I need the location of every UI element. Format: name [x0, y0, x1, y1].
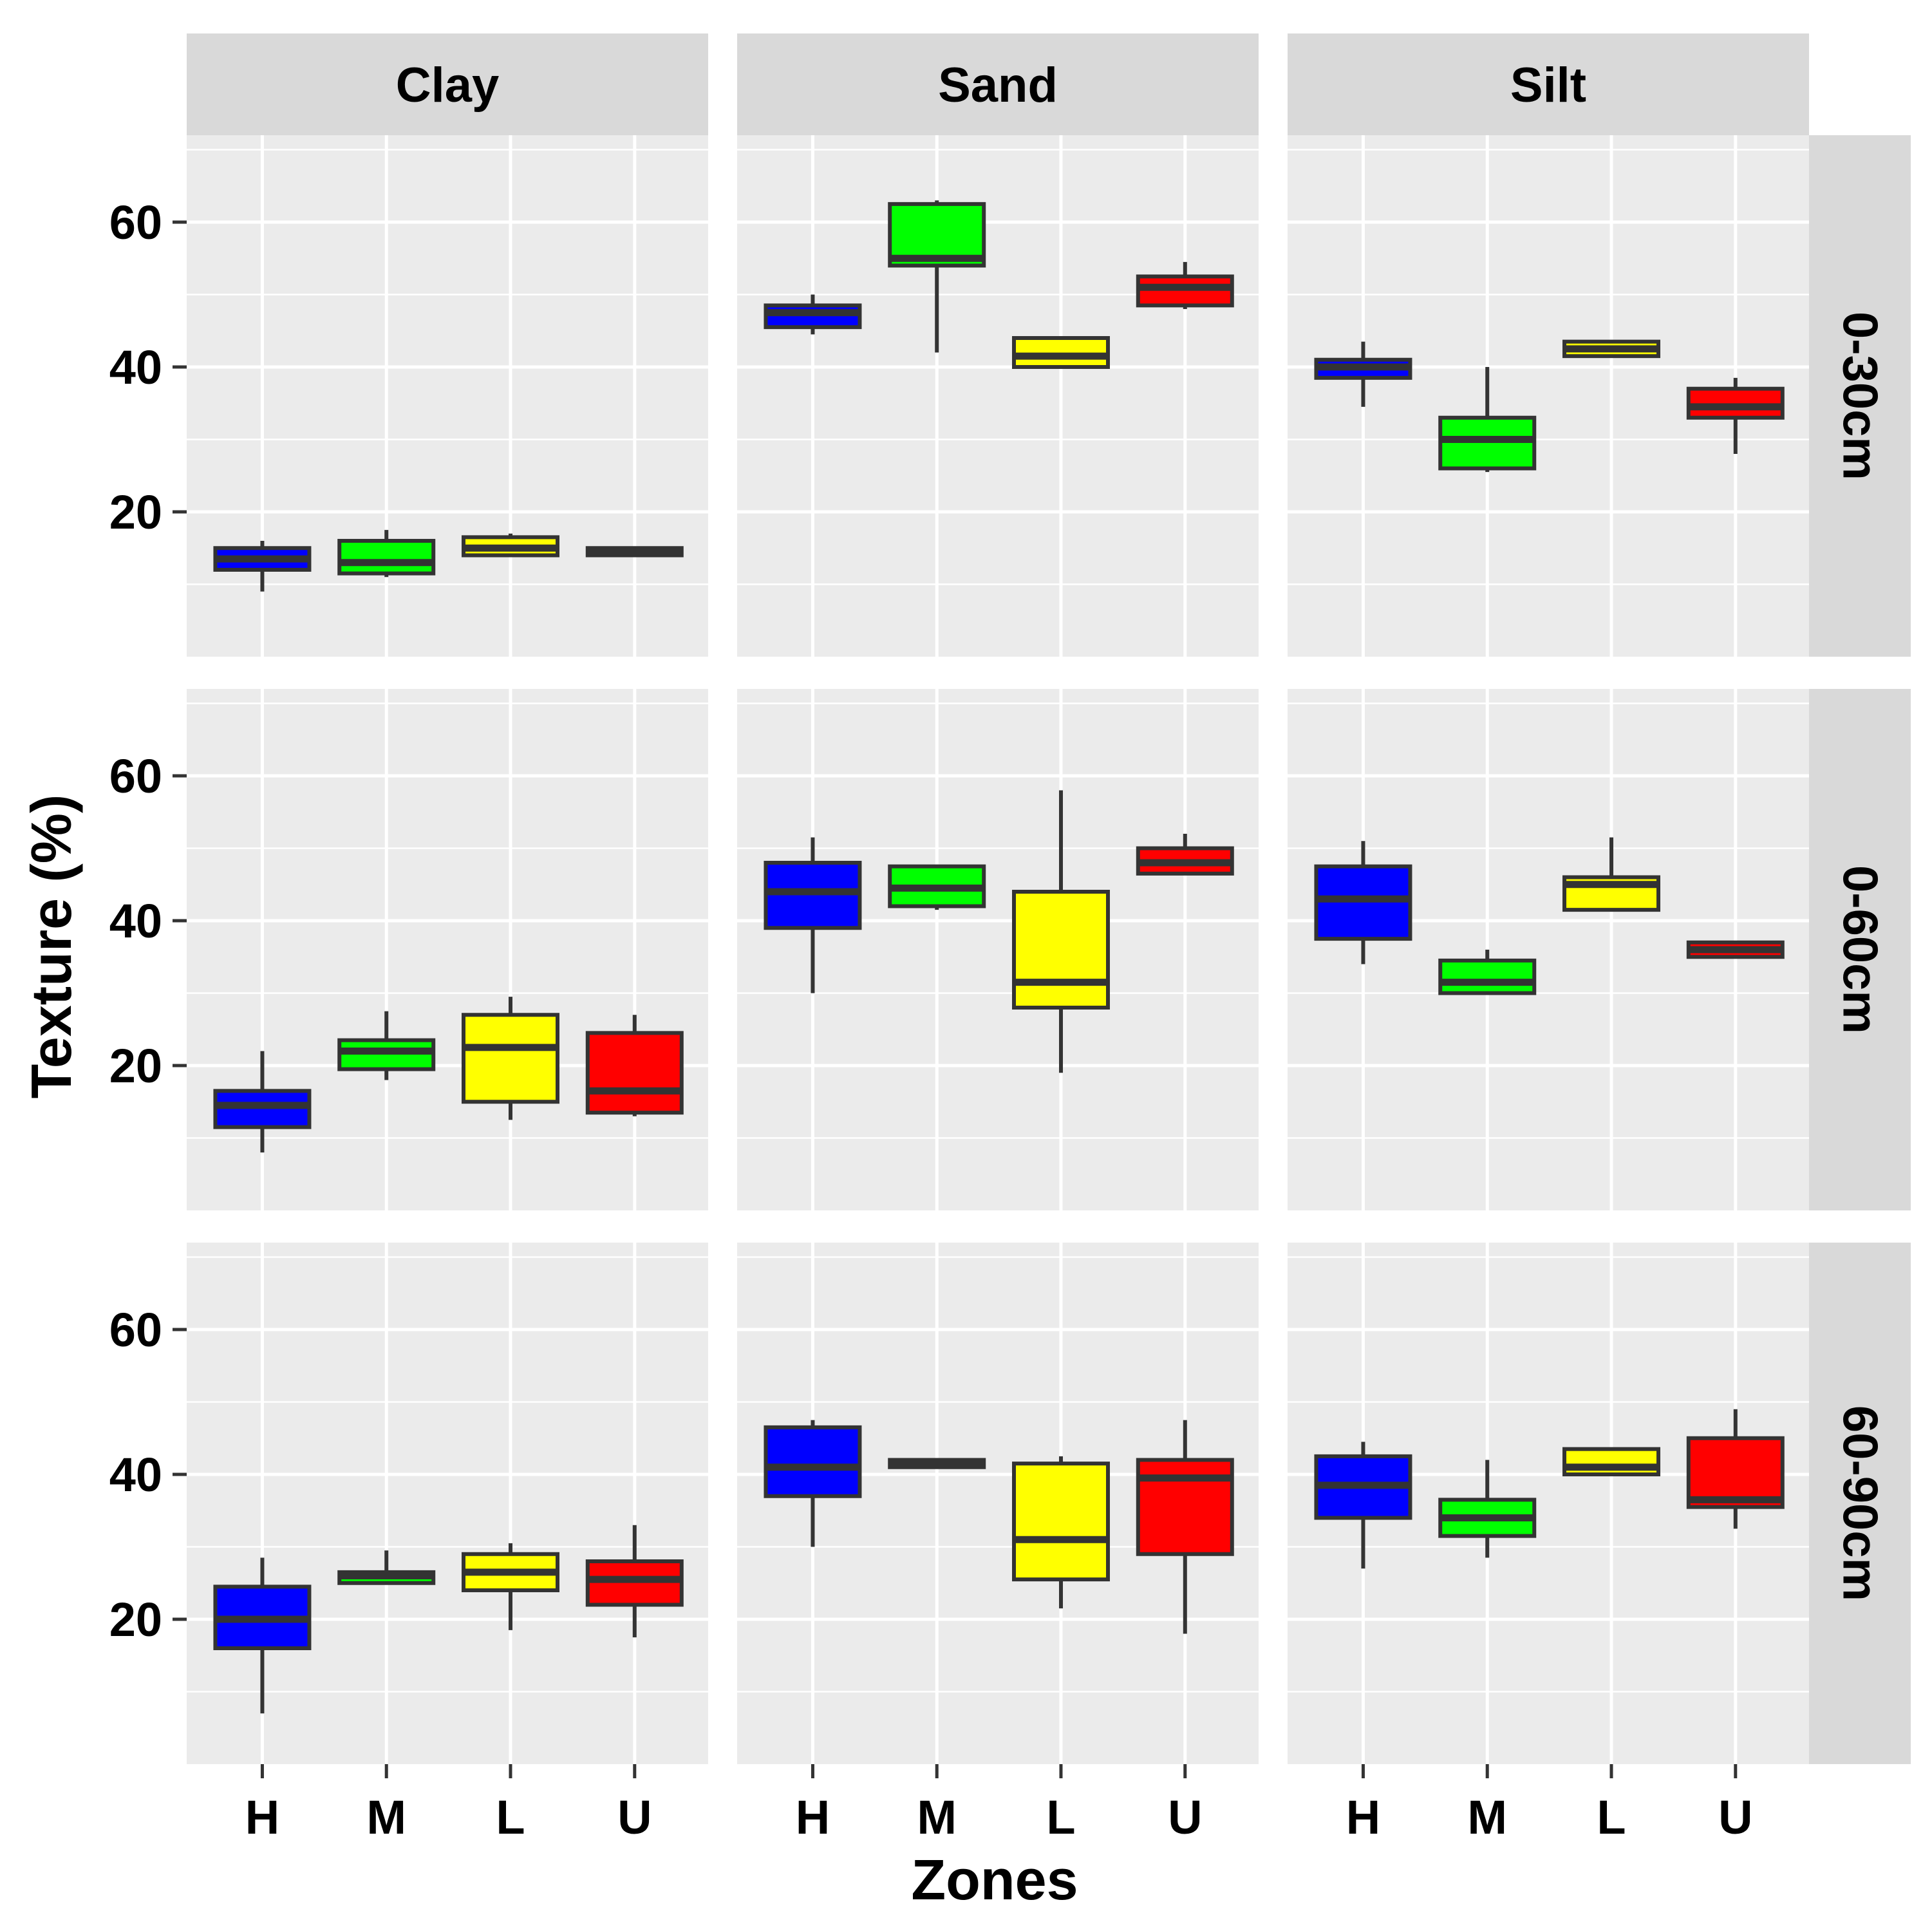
box-body [1438, 958, 1537, 995]
box-m [337, 1550, 436, 1585]
box-u [1136, 834, 1234, 876]
box-body [1686, 386, 1785, 420]
box-m [337, 1011, 436, 1080]
box-h [764, 294, 862, 335]
x-tick-label: M [366, 1791, 406, 1844]
box-l [462, 533, 560, 558]
box-u [1686, 1409, 1785, 1529]
row-strip [1809, 689, 1911, 1210]
box-body [1012, 336, 1111, 369]
box-body [1686, 1436, 1785, 1509]
x-tick-label: M [1467, 1791, 1507, 1844]
y-tick-label: 40 [109, 1448, 162, 1501]
box-m [888, 200, 986, 353]
box-h [1314, 1442, 1412, 1569]
box-m [1438, 1460, 1537, 1558]
box-body [1136, 1458, 1234, 1556]
box-body [337, 1038, 436, 1071]
box-l [1562, 1447, 1661, 1476]
box-body [585, 1559, 684, 1607]
box-u [585, 546, 684, 558]
box-body [1012, 1462, 1111, 1582]
box-l [1562, 339, 1661, 359]
y-tick-label: 60 [109, 196, 162, 249]
y-tick-label: 20 [109, 485, 162, 539]
box-m [337, 530, 436, 578]
row-strip-label: 0-60cm [1833, 865, 1888, 1034]
x-tick-label: U [1718, 1791, 1752, 1844]
column-strip-silt [1288, 33, 1809, 135]
box-body [764, 861, 862, 930]
box-l [1012, 790, 1111, 1073]
box-m [888, 1458, 986, 1469]
column-strip-label: Clay [396, 58, 500, 113]
x-tick-label: L [1597, 1791, 1626, 1844]
box-body [1136, 274, 1234, 308]
y-tick-label: 60 [109, 749, 162, 803]
panel-background [187, 689, 708, 1210]
panel-background [737, 689, 1259, 1210]
panel-background [737, 135, 1259, 657]
row-strip [1809, 1243, 1911, 1764]
box-u [1686, 377, 1785, 454]
y-tick-label: 40 [109, 894, 162, 948]
x-axis-title: Zones [911, 1848, 1078, 1912]
box-u [1686, 940, 1785, 959]
panels-layer: Clay Sand Silt 0-30cm 0-60cm 60-90cm 20 40 60 20 4… [109, 33, 1911, 1844]
x-tick-label: U [1168, 1791, 1202, 1844]
box-l [1562, 837, 1661, 912]
column-strip-label: Silt [1510, 58, 1586, 113]
box-l [462, 997, 560, 1120]
y-tick-label: 60 [109, 1303, 162, 1357]
box-l [1012, 336, 1111, 369]
row-strip [1809, 135, 1911, 657]
row-strip-label: 0-30cm [1833, 312, 1888, 480]
panel-background [187, 1243, 708, 1764]
box-h [213, 541, 312, 592]
box-body [213, 1089, 312, 1129]
x-tick-label: U [617, 1791, 652, 1844]
box-body [1438, 415, 1537, 471]
y-tick-label: 40 [109, 341, 162, 394]
y-tick-label: 20 [109, 1039, 162, 1093]
box-body [337, 539, 436, 576]
box-body [1012, 890, 1111, 1010]
box-l [462, 1543, 560, 1630]
box-body [585, 1031, 684, 1115]
box-l [1012, 1456, 1111, 1609]
box-body [462, 1013, 560, 1104]
x-tick-label: L [496, 1791, 525, 1844]
panel-background [187, 135, 708, 657]
box-body [764, 303, 862, 330]
row-strip-label: 60-90cm [1833, 1406, 1888, 1601]
box-u [1136, 1420, 1234, 1634]
box-body [1314, 864, 1412, 941]
box-m [1438, 950, 1537, 995]
column-strip-clay [187, 33, 708, 135]
x-tick-label: H [796, 1791, 830, 1844]
box-h [764, 837, 862, 993]
column-strip-label: Sand [938, 58, 1058, 113]
box-h [213, 1051, 312, 1152]
box-h [764, 1420, 862, 1547]
box-u [585, 1015, 684, 1116]
box-h [1314, 341, 1412, 407]
box-h [1314, 841, 1412, 964]
box-m [888, 864, 986, 910]
box-u [585, 1525, 684, 1638]
y-axis-title: Texture (%) [19, 794, 83, 1099]
column-strip-sand [737, 33, 1259, 135]
x-tick-label: H [1346, 1791, 1380, 1844]
box-u [1136, 261, 1234, 309]
box-body [764, 1425, 862, 1498]
x-tick-label: L [1046, 1791, 1075, 1844]
y-tick-label: 20 [109, 1593, 162, 1646]
box-m [1438, 367, 1537, 473]
x-tick-label: H [245, 1791, 279, 1844]
box-h [213, 1557, 312, 1714]
x-tick-label: M [917, 1791, 957, 1844]
